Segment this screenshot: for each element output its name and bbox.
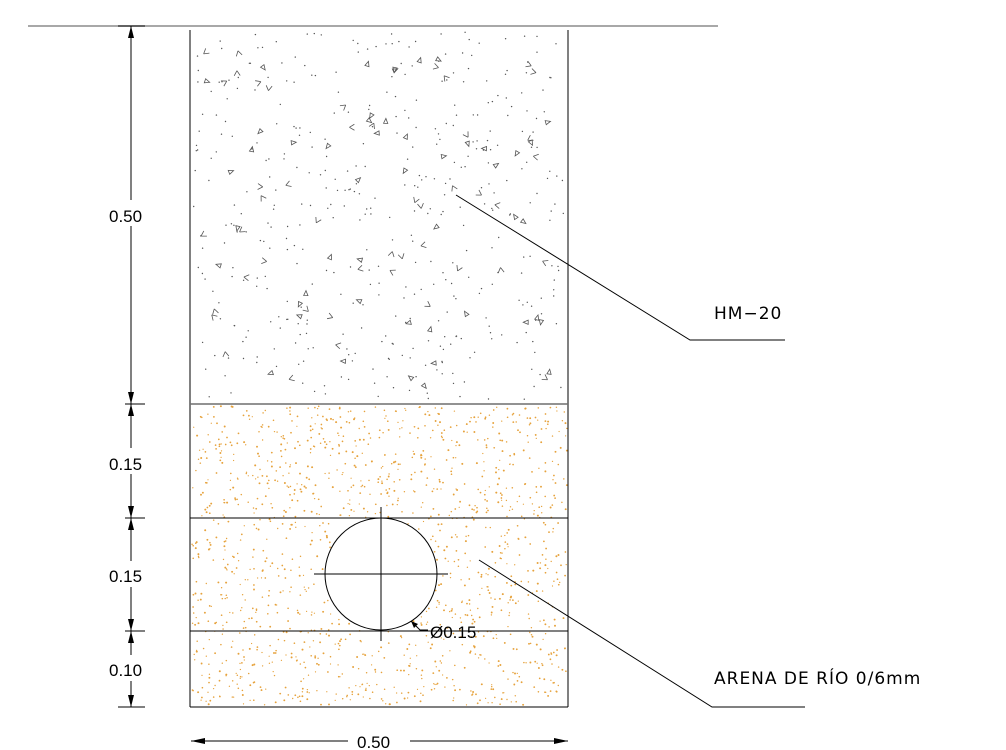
concrete-callout-label: HM−20 xyxy=(714,304,782,324)
vertical-dimension-ticks xyxy=(118,25,145,708)
concrete-hatch xyxy=(193,31,564,400)
width-dimension-arrow-left xyxy=(191,738,205,744)
sand-hatch xyxy=(191,405,568,706)
concrete-callout-leader xyxy=(455,194,785,341)
sand-callout-leader xyxy=(478,559,805,708)
sand-top-thickness-label: 0.15 xyxy=(109,455,142,474)
concrete-thickness-label: 0.50 xyxy=(109,207,142,226)
sand-pipe-thickness-label: 0.15 xyxy=(109,567,142,586)
sand-callout-label: ARENA DE RÍO 0/6mm xyxy=(714,667,921,689)
pipe-diameter-label: Ø0.15 xyxy=(430,623,476,642)
width-dimension-arrow-right xyxy=(554,738,568,744)
sand-bottom-thickness-label: 0.10 xyxy=(109,661,142,680)
pipe-diameter-arrowhead xyxy=(411,621,418,628)
width-label: 0.50 xyxy=(357,733,390,750)
vertical-dimension-arrows xyxy=(128,26,134,707)
